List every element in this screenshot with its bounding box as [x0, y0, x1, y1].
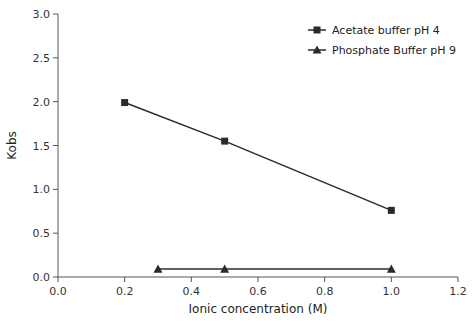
data-point	[220, 265, 229, 273]
y-tick	[53, 14, 58, 15]
x-tick-label: 0.2	[116, 285, 134, 298]
x-tick	[458, 277, 459, 282]
data-point	[388, 207, 395, 214]
legend: Acetate buffer pH 4 Phosphate Buffer pH 9	[308, 24, 456, 57]
data-point	[121, 99, 128, 106]
y-tick-label: 1.0	[33, 183, 51, 196]
y-tick	[53, 145, 58, 146]
legend-marker	[313, 46, 322, 54]
y-tick	[53, 189, 58, 190]
series-line	[158, 268, 391, 270]
y-tick-label: 2.0	[33, 96, 51, 109]
x-tick-label: 0.8	[316, 285, 334, 298]
y-axis-label: Kobs	[5, 131, 19, 159]
x-tick	[258, 277, 259, 282]
x-tick-label: 1.0	[383, 285, 401, 298]
x-tick-label: 0.0	[49, 285, 67, 298]
x-tick-label: 0.4	[183, 285, 201, 298]
legend-marker	[314, 27, 321, 34]
data-point	[387, 265, 396, 273]
plot-area	[121, 99, 396, 273]
series-line	[125, 103, 392, 211]
data-point	[221, 138, 228, 145]
legend-label: Acetate buffer pH 4	[332, 24, 440, 37]
y-tick	[53, 101, 58, 102]
x-tick-label: 1.2	[449, 285, 467, 298]
y-tick-label: 2.5	[33, 52, 51, 65]
chart: 0.0 0.2 0.4 0.6 0.8 1.0 1.2 0.0 0.5 1.0 1.5 2.0 2.5 3…	[0, 0, 474, 323]
y-tick	[53, 233, 58, 234]
y-tick-label: 3.0	[33, 8, 51, 21]
x-tick	[58, 277, 59, 282]
data-point	[154, 265, 163, 273]
x-axis-label: Ionic concentration (M)	[189, 302, 328, 316]
x-tick	[391, 277, 392, 282]
x-tick-label: 0.6	[249, 285, 267, 298]
y-tick	[53, 277, 58, 278]
x-tick	[124, 277, 125, 282]
y-tick-label: 0.0	[33, 271, 51, 284]
x-tick	[191, 277, 192, 282]
y-tick-label: 1.5	[33, 140, 51, 153]
x-tick	[324, 277, 325, 282]
y-tick-label: 0.5	[33, 227, 51, 240]
y-tick	[53, 57, 58, 58]
legend-label: Phosphate Buffer pH 9	[332, 44, 456, 57]
